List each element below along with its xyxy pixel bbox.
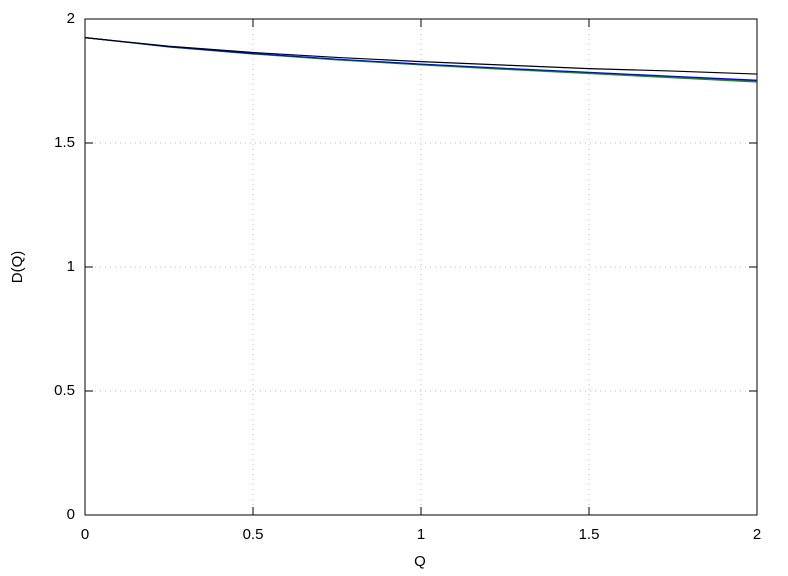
- x-tick-label: 2: [753, 526, 761, 543]
- y-tick-label: 1: [67, 258, 75, 275]
- data-line: [84, 37, 758, 81]
- x-tick-label: 1.5: [579, 526, 600, 543]
- y-tick-label: 2: [67, 10, 75, 27]
- y-tick-label: 0: [67, 506, 75, 523]
- y-tick-label: 1.5: [54, 134, 75, 151]
- x-axis-label: Q: [414, 553, 426, 570]
- x-tick-label: 0.5: [243, 526, 264, 543]
- plot-frame: [84, 18, 758, 516]
- data-line: [84, 37, 758, 75]
- x-tick-label: 1: [417, 526, 425, 543]
- y-axis-label: D(Q): [9, 251, 26, 284]
- x-tick-label: 0: [81, 526, 89, 543]
- y-tick-label: 0.5: [54, 382, 75, 399]
